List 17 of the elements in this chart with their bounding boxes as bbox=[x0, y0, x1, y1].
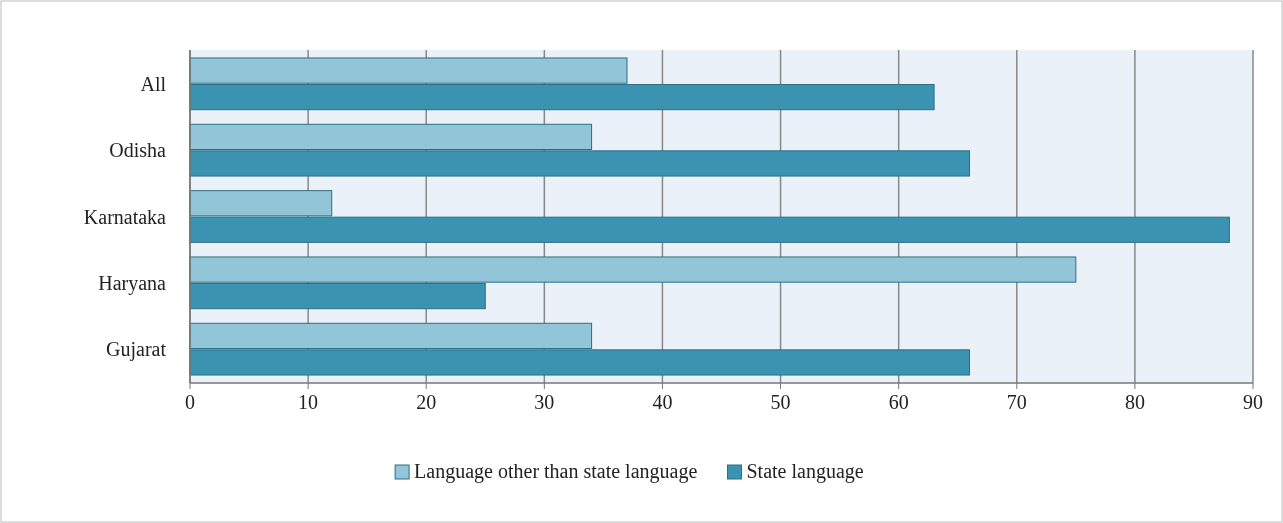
x-tick-label: 60 bbox=[888, 391, 909, 413]
x-tick-label: 10 bbox=[298, 391, 319, 413]
x-tick-label: 20 bbox=[416, 391, 437, 413]
x-tick-label: 0 bbox=[185, 391, 195, 413]
y-tick-label: Odisha bbox=[109, 139, 167, 162]
y-tick-label: Karnataka bbox=[83, 205, 167, 228]
legend-label: State language bbox=[746, 460, 864, 483]
x-tick-label: 30 bbox=[534, 391, 555, 413]
x-tick-label: 50 bbox=[770, 391, 791, 413]
y-tick-label: Haryana bbox=[98, 271, 167, 295]
y-tick-label: All bbox=[140, 72, 167, 95]
x-tick-label: 70 bbox=[1006, 391, 1027, 413]
x-tick-label: 80 bbox=[1124, 391, 1145, 413]
y-tick-label: Gujarat bbox=[106, 338, 167, 362]
x-tick-label: 90 bbox=[1243, 391, 1263, 413]
x-tick-label: 40 bbox=[652, 391, 673, 413]
legend-label: Language other than state language bbox=[414, 460, 698, 483]
